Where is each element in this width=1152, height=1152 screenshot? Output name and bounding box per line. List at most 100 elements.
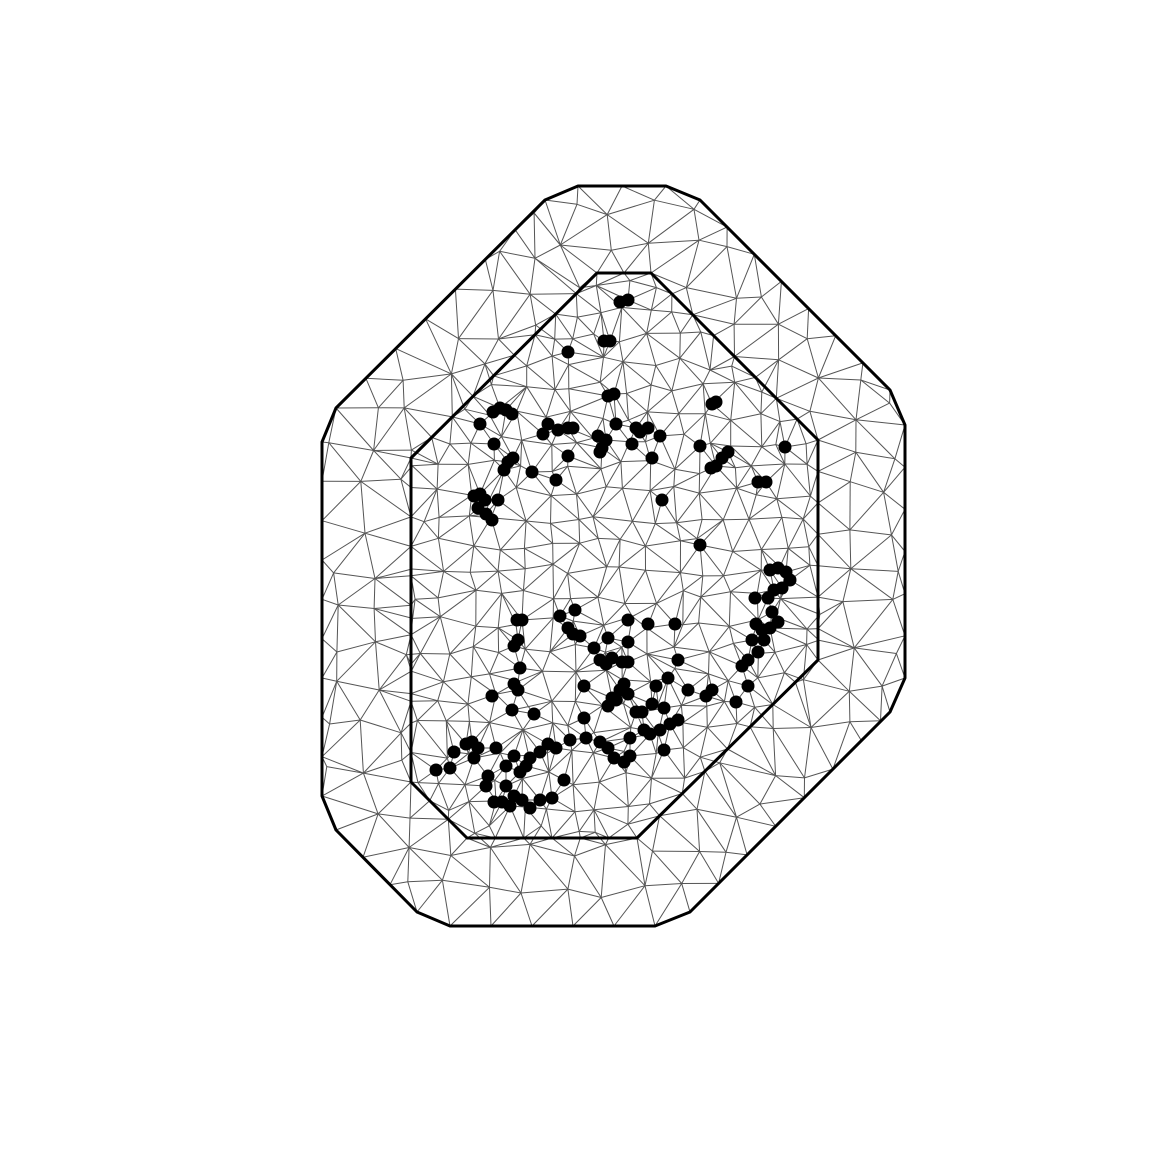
mesh-edge	[542, 670, 577, 673]
mesh-edge	[645, 570, 657, 604]
observation-point	[757, 633, 771, 647]
mesh-edge	[774, 652, 785, 673]
mesh-edge	[772, 728, 805, 779]
mesh-edge	[546, 752, 550, 773]
mesh-edge	[534, 257, 577, 294]
mesh-edge	[723, 518, 750, 521]
mesh-edge	[362, 813, 379, 858]
observation-point	[513, 661, 527, 675]
mesh-edge	[796, 418, 807, 444]
mesh-edge	[644, 523, 656, 547]
mesh-edge	[700, 575, 704, 598]
mesh-edge	[374, 568, 413, 579]
mesh-edge	[682, 722, 708, 728]
mesh-edge	[760, 296, 779, 325]
mesh-edge	[572, 784, 576, 812]
mesh-edge	[410, 516, 425, 523]
mesh-edge	[534, 244, 561, 259]
mesh-edge	[679, 331, 702, 359]
mesh-edge	[805, 443, 808, 465]
mesh-edge	[408, 818, 411, 848]
mesh-edge	[682, 747, 686, 779]
mesh-edge	[756, 494, 777, 500]
mesh-edge	[467, 464, 473, 496]
mesh-edge	[578, 519, 599, 539]
mesh-edge	[410, 575, 439, 599]
mesh-edge	[725, 817, 737, 853]
mesh-edge	[671, 390, 680, 414]
mesh-edge	[680, 331, 701, 334]
mesh-edge	[450, 846, 491, 856]
mesh-edge	[646, 332, 681, 359]
mesh-edge	[698, 596, 702, 624]
mesh-edge	[610, 249, 625, 274]
observation-point	[549, 741, 563, 755]
observation-point	[761, 591, 775, 605]
mesh-edge	[650, 293, 673, 311]
mesh-edge	[592, 487, 623, 518]
mesh-edge	[321, 795, 379, 815]
mesh-edge	[732, 551, 762, 571]
mesh-edge	[458, 338, 486, 365]
observation-point	[641, 617, 655, 631]
mesh-edge	[761, 421, 781, 448]
mesh-edge	[578, 519, 581, 544]
mesh-edge	[559, 244, 598, 274]
mesh-edge	[412, 616, 441, 619]
mesh-edge	[646, 310, 652, 334]
mesh-edge	[855, 451, 885, 493]
mesh-edge	[499, 549, 526, 570]
mesh-edge	[673, 486, 678, 523]
mesh-edge	[449, 443, 469, 465]
mesh-edge	[491, 384, 527, 388]
mesh-edge	[627, 803, 650, 825]
mesh-edge	[572, 316, 578, 339]
mesh-edge	[498, 334, 536, 340]
mesh-edge	[450, 373, 453, 417]
mesh-edge	[574, 811, 580, 832]
mesh-edge	[395, 348, 452, 375]
mesh-edge	[651, 309, 672, 313]
mesh-edge	[473, 545, 501, 551]
observation-point	[566, 421, 580, 435]
mesh-edge	[736, 465, 752, 489]
mesh-edge	[515, 487, 527, 522]
mesh-edge	[817, 596, 843, 603]
mesh-edge	[650, 365, 657, 386]
mesh-edge	[572, 333, 594, 340]
mesh-edge	[489, 722, 524, 731]
mesh-edge	[567, 888, 602, 898]
mesh-edge	[437, 517, 440, 539]
mesh-edge	[599, 361, 624, 383]
mesh-edge	[842, 601, 855, 649]
mesh-edge	[855, 379, 862, 420]
mesh-edge	[321, 756, 364, 774]
mesh-edge	[492, 251, 501, 291]
mesh-edge	[818, 377, 857, 421]
mesh-edge	[400, 701, 412, 733]
mesh-edge	[560, 244, 612, 251]
mesh-edge	[706, 701, 725, 707]
observation-point	[751, 645, 765, 659]
mesh-edge	[567, 573, 572, 599]
mesh-edge	[776, 397, 811, 412]
mesh-edge	[548, 750, 573, 773]
mesh-edge	[437, 571, 445, 599]
mesh-edge	[636, 837, 653, 852]
mesh-edge	[736, 803, 761, 818]
mesh-edge	[817, 439, 856, 453]
mesh-edge	[728, 591, 731, 627]
mesh-edge	[883, 466, 906, 493]
mesh-edge	[559, 204, 578, 246]
mesh-edge	[440, 616, 476, 627]
mesh-edge	[436, 464, 469, 490]
mesh-edge	[778, 359, 819, 379]
mesh-edge	[654, 185, 667, 201]
mesh-edge	[553, 573, 569, 599]
mesh-edge	[698, 493, 703, 520]
mesh-edge	[759, 775, 777, 805]
mesh-edge	[408, 847, 443, 881]
mesh-edge	[575, 293, 602, 314]
mesh-edge	[414, 598, 441, 618]
